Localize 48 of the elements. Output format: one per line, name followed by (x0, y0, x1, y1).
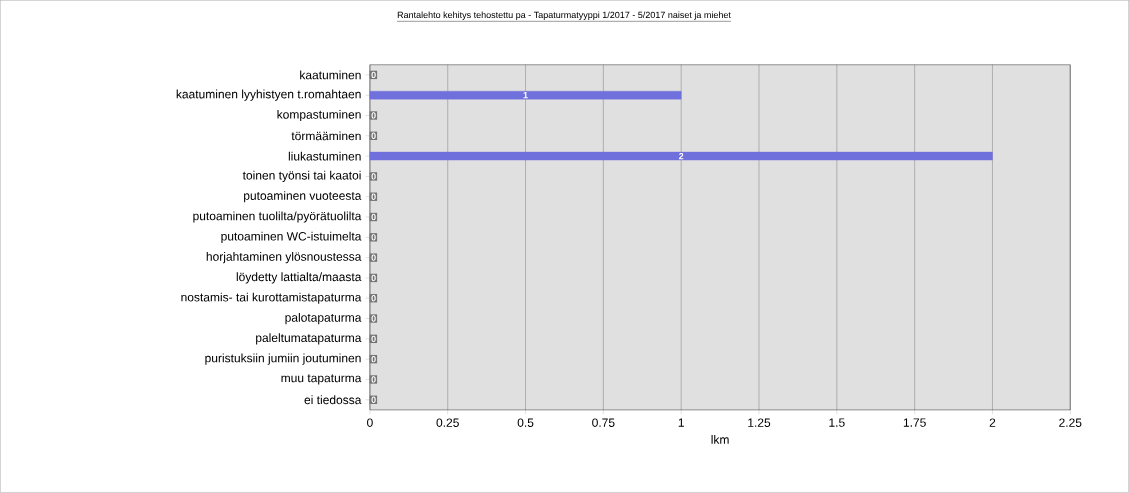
data-label: 0 (371, 132, 376, 140)
x-tick-label: 2 (989, 418, 996, 427)
y-tick-label: toinen työnsi tai kaatoi (242, 170, 361, 183)
y-tick-label: palotapaturma (285, 313, 362, 325)
x-tick-label: 1.25 (748, 418, 771, 428)
bar (369, 91, 682, 100)
data-label: 2 (678, 153, 684, 160)
y-tick-label: putoaminen vuoteesta (244, 191, 362, 203)
y-tick-label: liukastuminen (288, 151, 361, 161)
x-tick-label: 0.5 (517, 418, 534, 428)
x-tick-label: 2.25 (1059, 418, 1082, 428)
y-tick-label: nostamis- tai kurottamistapaturma (181, 292, 362, 305)
bar (369, 152, 993, 161)
data-label: 1 (523, 92, 528, 99)
x-tick-label: 1.75 (903, 418, 926, 427)
y-tick-label: putoaminen tuolilta/pyörätuolilta (193, 211, 362, 223)
x-tick-label: 1 (678, 418, 684, 427)
data-label: 0 (371, 396, 376, 404)
y-tick-label: muu tapaturma (281, 374, 362, 385)
data-label: 0 (371, 214, 376, 221)
data-label: 0 (371, 274, 376, 282)
x-tick-label: 0 (367, 418, 373, 428)
x-tick-label: 0.25 (436, 418, 459, 428)
data-label: 0 (371, 295, 376, 302)
data-label: 0 (371, 376, 376, 383)
y-tick-label: kompastuminen (277, 110, 361, 122)
data-label: 0 (371, 335, 376, 343)
x-tick-label: 0.75 (592, 418, 615, 428)
data-label: 0 (371, 71, 376, 79)
data-label: 0 (371, 356, 376, 363)
y-tick-label: kaatuminen (300, 70, 361, 80)
y-tick-label: horjahtaminen ylösnoustessa (206, 252, 362, 264)
data-label: 0 (371, 234, 376, 241)
y-tick-label: paleltumatapaturma (256, 333, 362, 345)
data-label: 0 (371, 193, 376, 201)
chart-title: Rantalehto kehitys tehostettu pa - Tapaturmatyyppi 1/2017 - 5/2017 naiset ja miehet (397, 11, 731, 21)
data-label: 0 (371, 315, 376, 322)
x-axis-title: lkm (711, 435, 729, 444)
data-label: 0 (371, 112, 376, 119)
y-tick-label: törmääminen (291, 131, 361, 141)
y-tick-label: puristuksiin jumiin joutuminen (205, 353, 361, 365)
y-tick-label: kaatuminen lyyhistyen t.romahtaen (176, 89, 361, 101)
y-tick-label: putoaminen WC-istuimelta (221, 231, 362, 244)
x-tick-label: 1.5 (829, 418, 845, 427)
data-label: 0 (371, 173, 376, 180)
y-tick-label: löydetty lattialta/maasta (236, 272, 362, 284)
y-tick-label: ei tiedossa (304, 395, 362, 405)
data-label: 0 (371, 254, 376, 261)
